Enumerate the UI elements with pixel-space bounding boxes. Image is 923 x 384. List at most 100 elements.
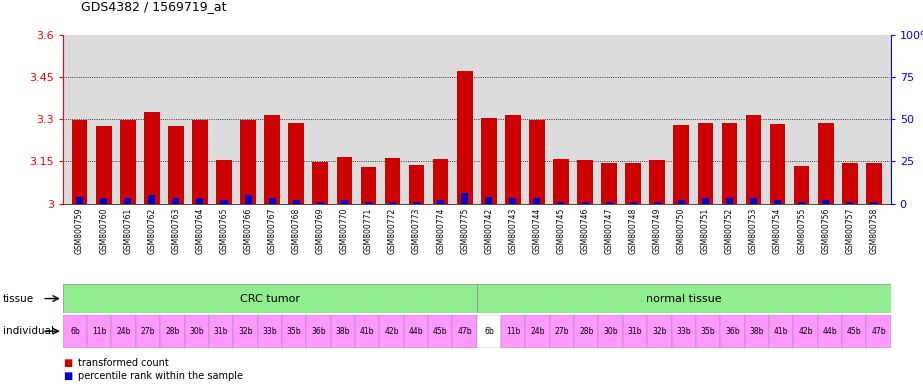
Text: 47b: 47b — [457, 327, 472, 336]
Text: GSM800749: GSM800749 — [653, 207, 662, 254]
Bar — [185, 315, 209, 348]
Text: GSM800767: GSM800767 — [268, 207, 277, 254]
Text: GSM800764: GSM800764 — [196, 207, 205, 254]
Bar — [870, 202, 878, 204]
Text: 45b: 45b — [433, 327, 448, 336]
Bar — [647, 315, 672, 348]
Bar — [87, 315, 112, 348]
Bar — [112, 315, 136, 348]
Bar — [476, 284, 891, 313]
Bar — [481, 118, 497, 204]
Text: 6b: 6b — [70, 327, 79, 336]
Bar — [505, 115, 521, 204]
Text: tissue: tissue — [3, 293, 34, 304]
Bar — [438, 200, 444, 204]
Bar — [867, 315, 891, 348]
Bar — [76, 197, 83, 204]
Bar — [818, 123, 833, 204]
Bar — [720, 315, 745, 348]
Bar — [509, 199, 516, 204]
Text: 36b: 36b — [725, 327, 739, 336]
Bar — [409, 165, 425, 204]
Text: 42b: 42b — [384, 327, 399, 336]
Text: GSM800763: GSM800763 — [172, 207, 180, 254]
Bar — [173, 199, 179, 204]
Text: GSM800754: GSM800754 — [773, 207, 782, 254]
Bar — [746, 115, 761, 204]
Text: GSM800772: GSM800772 — [388, 207, 397, 253]
Bar — [842, 315, 867, 348]
Bar — [529, 121, 545, 204]
Text: GSM800745: GSM800745 — [557, 207, 566, 254]
Bar — [216, 160, 232, 204]
Bar — [317, 202, 324, 204]
Bar — [846, 202, 853, 204]
Bar — [144, 112, 160, 204]
Text: 36b: 36b — [311, 327, 326, 336]
Text: GSM800744: GSM800744 — [533, 207, 542, 254]
Bar — [462, 194, 468, 204]
Bar — [745, 315, 769, 348]
Bar — [629, 202, 637, 204]
Text: GSM800758: GSM800758 — [869, 207, 879, 253]
Bar — [822, 200, 829, 204]
Bar — [234, 315, 258, 348]
Bar — [385, 157, 401, 204]
Bar — [365, 202, 372, 204]
Bar — [379, 315, 403, 348]
Text: 30b: 30b — [189, 327, 204, 336]
Bar — [722, 123, 737, 204]
Bar — [476, 315, 501, 348]
Text: GSM800771: GSM800771 — [364, 207, 373, 253]
Bar — [245, 195, 252, 204]
Text: GSM800756: GSM800756 — [821, 207, 830, 254]
Bar — [701, 199, 709, 204]
Bar — [574, 315, 598, 348]
Bar — [452, 315, 476, 348]
Bar — [485, 197, 492, 204]
Text: GSM800750: GSM800750 — [677, 207, 686, 254]
Bar — [794, 166, 809, 204]
Bar — [525, 315, 550, 348]
Text: 27b: 27b — [140, 327, 155, 336]
Bar — [389, 202, 396, 204]
Bar — [674, 125, 689, 204]
Text: GSM800775: GSM800775 — [461, 207, 469, 254]
Text: 11b: 11b — [506, 327, 521, 336]
Bar — [866, 163, 881, 204]
Bar — [725, 199, 733, 204]
Text: GSM800751: GSM800751 — [701, 207, 710, 253]
Text: 41b: 41b — [773, 327, 788, 336]
Text: normal tissue: normal tissue — [646, 293, 722, 304]
Text: GSM800742: GSM800742 — [485, 207, 493, 253]
Text: GSM800753: GSM800753 — [749, 207, 758, 254]
Bar — [433, 159, 449, 204]
Bar — [577, 160, 593, 204]
Bar — [553, 159, 569, 204]
Bar — [96, 126, 112, 204]
Text: 33b: 33b — [677, 327, 691, 336]
Bar — [770, 124, 785, 204]
Text: 24b: 24b — [116, 327, 131, 336]
Bar — [672, 315, 696, 348]
Text: 24b: 24b — [531, 327, 545, 336]
Text: 44b: 44b — [409, 327, 423, 336]
Text: 6b: 6b — [484, 327, 494, 336]
Text: GSM800773: GSM800773 — [412, 207, 421, 254]
Bar — [341, 200, 348, 204]
Bar — [677, 200, 685, 204]
Text: GSM800766: GSM800766 — [244, 207, 253, 254]
Bar — [63, 315, 87, 348]
Text: individual: individual — [3, 326, 54, 336]
Bar — [533, 199, 541, 204]
Bar — [626, 163, 641, 204]
Bar — [501, 315, 525, 348]
Text: 28b: 28b — [579, 327, 593, 336]
Text: GSM800762: GSM800762 — [148, 207, 156, 253]
Text: 38b: 38b — [749, 327, 764, 336]
Bar — [101, 199, 107, 204]
Text: 31b: 31b — [628, 327, 642, 336]
Text: 27b: 27b — [555, 327, 569, 336]
Text: GSM800743: GSM800743 — [509, 207, 517, 254]
Bar — [161, 315, 185, 348]
